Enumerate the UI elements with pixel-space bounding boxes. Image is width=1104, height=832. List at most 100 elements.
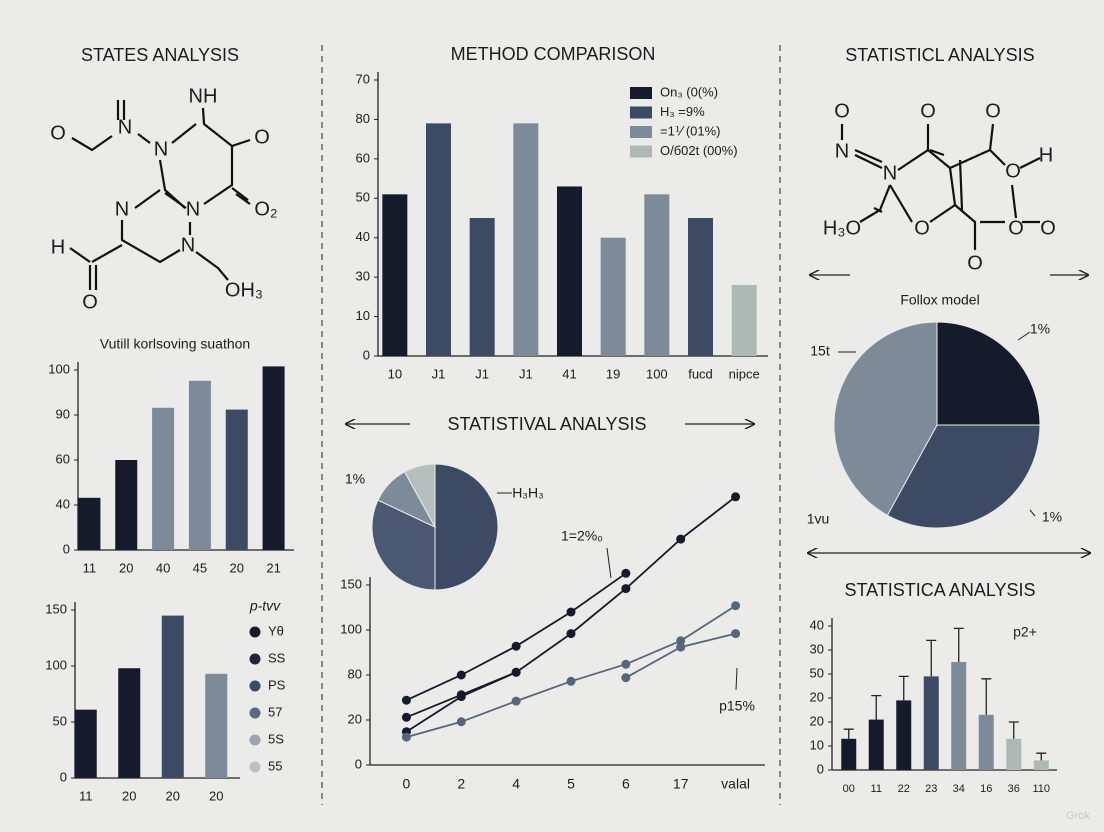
y-tick-label: 50 xyxy=(356,190,370,205)
point xyxy=(511,696,521,706)
bar xyxy=(74,709,97,778)
bar xyxy=(118,668,141,778)
error-bar xyxy=(1036,752,1047,761)
y-tick-label: 80 xyxy=(348,666,362,681)
bar xyxy=(78,497,101,550)
x-tick-label: 36 xyxy=(1008,783,1020,795)
legend-label: On₃ (0(%) xyxy=(660,84,718,99)
bar xyxy=(600,237,626,356)
y-tick-label: 10 xyxy=(810,737,824,752)
legend-label: 55 xyxy=(268,758,282,773)
bar xyxy=(868,719,884,770)
atom-label: O xyxy=(254,126,270,148)
atom-label: O xyxy=(1040,217,1056,239)
y-tick-label: 30 xyxy=(810,641,824,656)
annotation: p2+ xyxy=(1013,624,1037,640)
x-tick-label: 11 xyxy=(79,788,93,803)
x-tick-label: 20 xyxy=(230,560,244,575)
y-tick-label: 100 xyxy=(45,657,67,672)
x-tick-label: 20 xyxy=(119,560,133,575)
y-tick-label: 150 xyxy=(340,576,362,591)
x-tick-label: valal xyxy=(721,776,750,792)
chart-title: STATISTIVAL ANALYSIS xyxy=(447,414,646,434)
annotation: 1=2%₀ xyxy=(561,528,603,544)
error-bar xyxy=(1008,721,1019,739)
atom-label: O xyxy=(834,100,850,122)
chart-title: STATISTICA ANALYSIS xyxy=(844,580,1035,600)
atom-label: O xyxy=(50,122,66,144)
legend-marker xyxy=(249,707,261,719)
y-tick-label: 60 xyxy=(356,150,370,165)
x-tick-label: 4 xyxy=(512,776,520,792)
atom-label: O xyxy=(920,100,936,122)
point xyxy=(676,534,686,544)
x-tick-label: 17 xyxy=(673,776,689,792)
y-tick-label: 40 xyxy=(810,617,824,632)
error-bar xyxy=(898,675,909,701)
y-tick-label: 40 xyxy=(56,496,70,511)
chart-title: Vutill korlsoving suathon xyxy=(100,336,250,352)
x-tick-label: 0 xyxy=(403,776,411,792)
bar xyxy=(731,285,757,356)
point xyxy=(566,629,576,639)
x-tick-label: 20 xyxy=(209,788,223,803)
annotation: 1vu xyxy=(807,511,830,527)
bar xyxy=(469,218,495,356)
y-tick-label: 60 xyxy=(56,451,70,466)
x-tick-label: 11 xyxy=(83,560,97,575)
y-tick-label: 40 xyxy=(356,229,370,244)
leader-line xyxy=(1017,331,1031,341)
bar xyxy=(513,123,539,356)
x-tick-label: 45 xyxy=(193,560,207,575)
bar xyxy=(644,194,670,356)
legend-label: PS xyxy=(268,677,286,692)
y-tick-label: 0 xyxy=(60,769,67,784)
y-tick-label: 0 xyxy=(355,756,362,771)
bar xyxy=(951,662,967,770)
x-tick-label: 20 xyxy=(122,788,136,803)
point xyxy=(731,629,741,639)
legend-marker xyxy=(630,145,652,158)
x-tick-label: J1 xyxy=(475,366,489,381)
bar xyxy=(161,615,184,778)
atom-label: H₃O xyxy=(823,217,861,239)
atom-label: OH₃ xyxy=(225,279,263,301)
x-tick-label: 19 xyxy=(606,366,620,381)
legend-label: 5S xyxy=(268,731,284,746)
x-tick-label: 16 xyxy=(980,783,992,795)
legend-label: Yθ xyxy=(268,623,284,638)
pie-slice xyxy=(886,424,1041,529)
x-tick-label: nipce xyxy=(729,366,760,381)
atom-label: N xyxy=(835,140,849,162)
bar xyxy=(1033,760,1049,770)
legend-marker xyxy=(630,106,652,119)
legend-marker xyxy=(249,680,261,692)
legend-label: SS xyxy=(268,650,286,665)
chart-title: METHOD COMPARISON xyxy=(451,44,656,64)
y-tick-label: 50 xyxy=(53,713,67,728)
x-tick-label: 34 xyxy=(953,783,965,795)
bar xyxy=(225,409,248,550)
pie-slice xyxy=(434,463,499,591)
bar xyxy=(923,676,939,770)
point xyxy=(456,717,466,727)
legend-label: =1⅟ (01%) xyxy=(660,123,721,138)
annotation: 1% xyxy=(345,471,365,487)
error-bar xyxy=(981,678,992,715)
atom-label: O xyxy=(914,217,930,239)
pie-slice xyxy=(833,321,938,516)
pie-slice xyxy=(403,463,436,528)
x-tick-label: 41 xyxy=(562,366,576,381)
atom-label: O xyxy=(1008,217,1024,239)
atom-label: N xyxy=(115,198,129,220)
annotation: 1% xyxy=(1030,321,1050,337)
error-bar xyxy=(953,627,964,662)
point xyxy=(621,584,631,594)
point xyxy=(621,659,631,669)
annotation: p15% xyxy=(719,698,755,714)
bar xyxy=(205,673,228,778)
y-tick-label: 100 xyxy=(48,361,70,376)
legend-marker xyxy=(249,761,261,773)
y-tick-label: 0 xyxy=(363,347,370,362)
point xyxy=(401,695,411,705)
